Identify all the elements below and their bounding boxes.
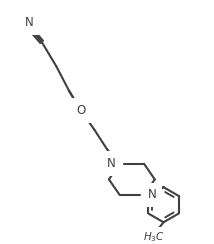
Text: $H_3C$: $H_3C$ [143, 230, 165, 244]
Text: N: N [147, 188, 156, 202]
Text: N: N [107, 157, 115, 170]
Text: O: O [76, 104, 85, 117]
Text: N: N [25, 16, 33, 29]
